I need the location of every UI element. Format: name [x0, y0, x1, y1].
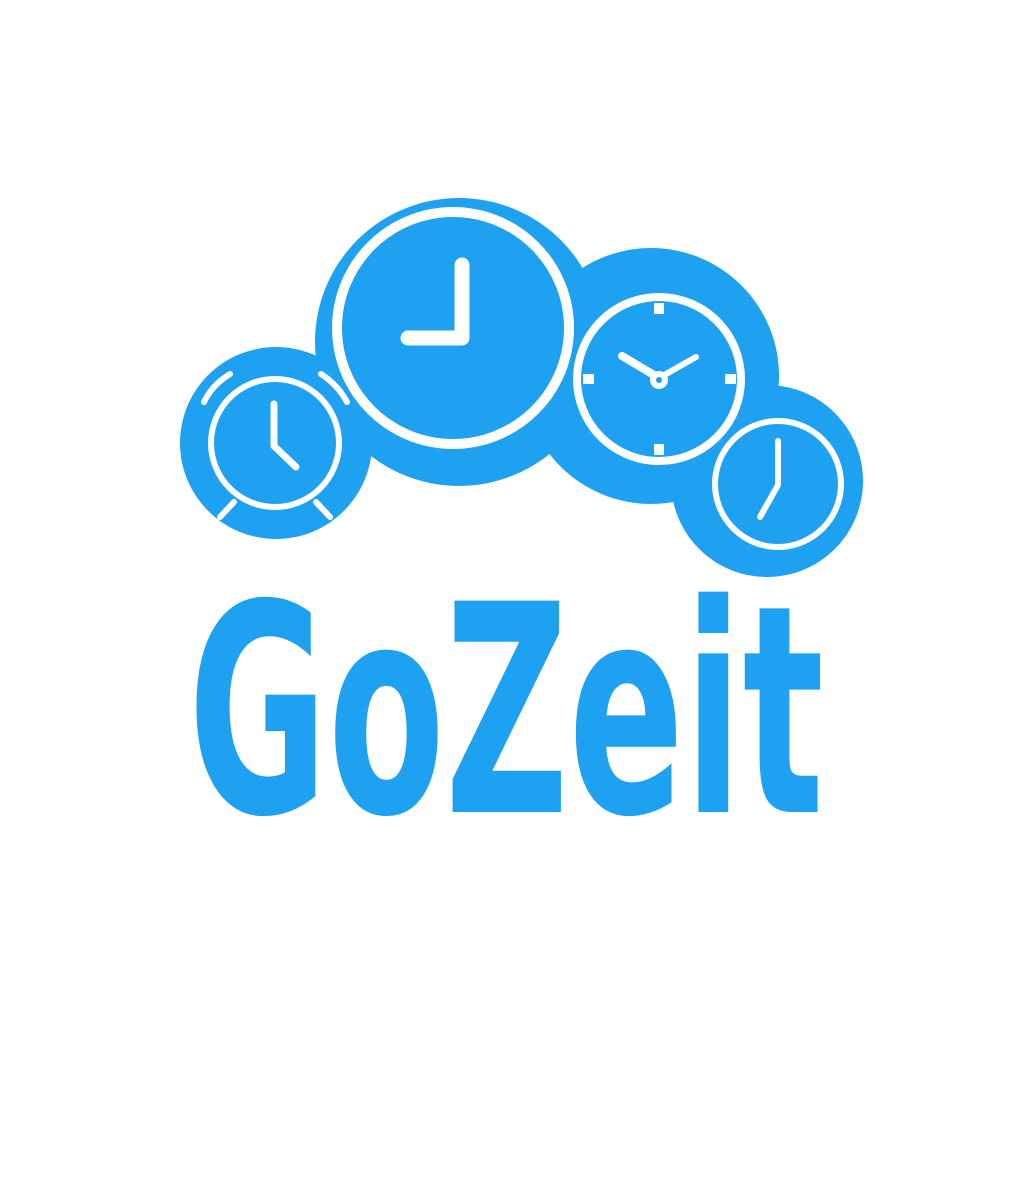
- small-clock-icon: [712, 418, 844, 550]
- alarm-clock-icon: [201, 371, 350, 520]
- wall-clock-icon: [332, 207, 574, 449]
- wordmark: GoZeit: [188, 544, 824, 881]
- stopwatch-icon: [573, 293, 745, 465]
